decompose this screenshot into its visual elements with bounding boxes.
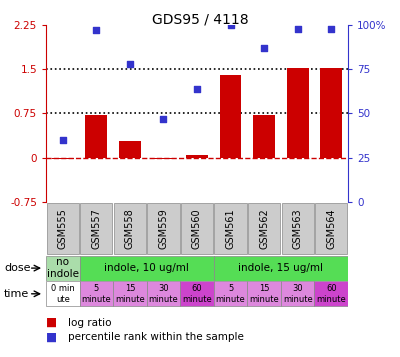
FancyBboxPatch shape [47, 203, 79, 254]
Bar [287, 68, 308, 157]
Point [328, 26, 334, 31]
Bar [52, 157, 74, 159]
Text: log ratio: log ratio [68, 318, 112, 328]
Point [294, 26, 301, 31]
Text: GSM557: GSM557 [91, 208, 101, 249]
FancyBboxPatch shape [214, 256, 348, 281]
Text: time: time [4, 289, 29, 299]
FancyBboxPatch shape [315, 203, 347, 254]
Bar [186, 155, 208, 157]
Text: 30
minute: 30 minute [283, 284, 312, 303]
Text: indole, 10 ug/ml: indole, 10 ug/ml [104, 263, 189, 273]
Text: GSM560: GSM560 [192, 208, 202, 249]
Bar [320, 68, 342, 157]
Bar [253, 115, 275, 157]
Text: GSM555: GSM555 [58, 208, 68, 249]
FancyBboxPatch shape [147, 281, 180, 306]
Text: GDS95 / 4118: GDS95 / 4118 [152, 12, 248, 26]
Bar [152, 157, 174, 159]
FancyBboxPatch shape [282, 203, 314, 254]
FancyBboxPatch shape [214, 203, 247, 254]
Text: GSM561: GSM561 [226, 208, 236, 249]
Point [160, 116, 167, 121]
Text: 60
minute: 60 minute [316, 284, 346, 303]
Text: no
indole: no indole [47, 257, 79, 279]
Text: 15
minute: 15 minute [249, 284, 279, 303]
Point [227, 22, 234, 28]
Text: indole, 15 ug/ml: indole, 15 ug/ml [238, 263, 323, 273]
Bar [119, 141, 141, 157]
Text: dose: dose [4, 263, 30, 273]
FancyBboxPatch shape [180, 281, 214, 306]
Text: 60
minute: 60 minute [182, 284, 212, 303]
Point [127, 61, 133, 67]
FancyBboxPatch shape [46, 256, 80, 281]
Text: GSM562: GSM562 [259, 208, 269, 249]
FancyBboxPatch shape [247, 281, 281, 306]
Point [194, 86, 200, 91]
Text: ■: ■ [46, 331, 57, 343]
Text: 5
minute: 5 minute [82, 284, 111, 303]
Text: percentile rank within the sample: percentile rank within the sample [68, 332, 244, 342]
Text: 0 min
ute: 0 min ute [51, 284, 75, 303]
Point [60, 137, 66, 143]
Text: GSM559: GSM559 [158, 208, 168, 249]
FancyBboxPatch shape [281, 281, 314, 306]
FancyBboxPatch shape [46, 281, 80, 306]
FancyBboxPatch shape [147, 203, 180, 254]
FancyBboxPatch shape [114, 203, 146, 254]
Text: ■: ■ [46, 316, 57, 329]
Text: 15
minute: 15 minute [115, 284, 145, 303]
Text: GSM564: GSM564 [326, 208, 336, 249]
FancyBboxPatch shape [214, 281, 247, 306]
Point [93, 27, 100, 33]
Bar [220, 75, 242, 157]
Text: GSM563: GSM563 [293, 208, 303, 249]
Text: 5
minute: 5 minute [216, 284, 246, 303]
FancyBboxPatch shape [80, 203, 112, 254]
FancyBboxPatch shape [181, 203, 213, 254]
Bar [86, 115, 107, 157]
FancyBboxPatch shape [248, 203, 280, 254]
FancyBboxPatch shape [80, 281, 113, 306]
Text: 30
minute: 30 minute [148, 284, 178, 303]
FancyBboxPatch shape [314, 281, 348, 306]
Point [261, 45, 267, 51]
FancyBboxPatch shape [113, 281, 147, 306]
FancyBboxPatch shape [80, 256, 214, 281]
Text: GSM558: GSM558 [125, 208, 135, 249]
